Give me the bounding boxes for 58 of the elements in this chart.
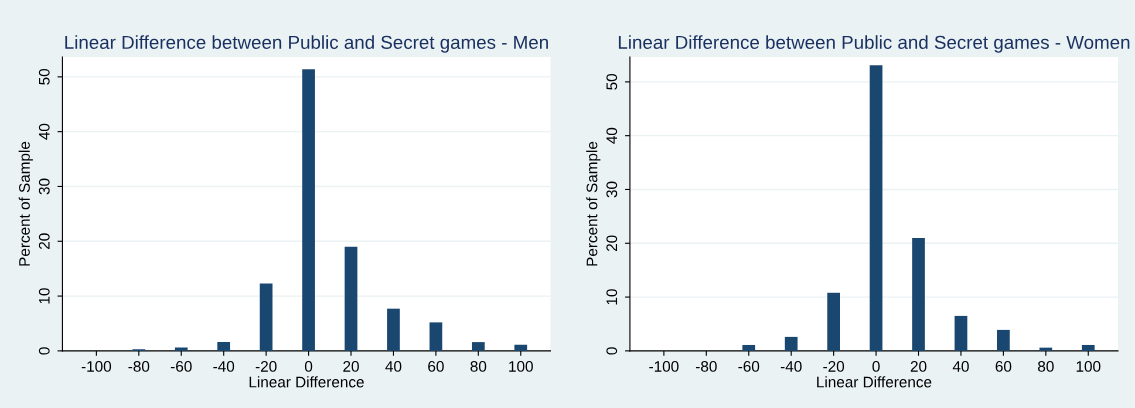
y-tick-label: 30	[38, 178, 50, 195]
bar	[471, 342, 485, 351]
x-tick-label: 80	[470, 361, 487, 372]
x-tick-label: 20	[910, 361, 927, 372]
y-tick-label: 10	[606, 289, 618, 305]
bar	[1039, 347, 1053, 351]
x-tick-label: 80	[1038, 361, 1054, 372]
y-axis-title: Percent of Sample	[18, 141, 33, 266]
x-tick-label: -100	[81, 361, 112, 372]
y-tick-label: 10	[38, 288, 50, 304]
x-axis-title: Linear Difference	[249, 376, 364, 388]
bar	[742, 344, 756, 351]
y-tick-label: 50	[38, 68, 50, 85]
x-tick-label: 0	[304, 361, 313, 372]
chart-title: Linear Difference between Public and Secret games - Women	[618, 35, 1130, 53]
x-tick-label: -40	[780, 361, 802, 372]
bar	[1081, 344, 1095, 351]
x-tick-label: 100	[509, 361, 533, 372]
bar	[827, 292, 840, 351]
x-tick-label: 40	[385, 361, 402, 372]
bar	[869, 65, 883, 351]
x-tick-label: -20	[255, 361, 277, 372]
y-tick-label: 50	[606, 73, 618, 90]
y-axis-title: Percent of Sample	[586, 141, 601, 266]
x-tick-label: 0	[872, 361, 880, 372]
x-axis-title: Linear Difference	[817, 376, 932, 388]
bar	[429, 322, 443, 351]
x-tick-label: 20	[343, 361, 359, 372]
y-tick-label: 40	[38, 123, 50, 140]
y-tick-label: 30	[606, 181, 618, 198]
bar	[514, 344, 528, 351]
bar	[217, 342, 231, 351]
y-tick-label: 0	[38, 347, 50, 355]
x-tick-label: 40	[952, 361, 969, 372]
y-tick-label: 20	[606, 235, 618, 251]
x-tick-label: -40	[213, 361, 235, 372]
bar	[997, 329, 1010, 351]
bar	[302, 69, 315, 351]
x-tick-label: -20	[823, 361, 845, 372]
bar	[259, 283, 273, 351]
x-tick-label: 60	[995, 361, 1012, 372]
y-tick-label: 40	[606, 127, 618, 144]
y-tick-label: 20	[38, 233, 50, 249]
bar	[954, 315, 968, 351]
chart-title: Linear Difference between Public and Secret games - Men	[65, 35, 548, 53]
bar	[344, 246, 358, 351]
x-tick-label: -60	[170, 361, 192, 372]
bar	[174, 347, 188, 351]
x-tick-label: -100	[649, 361, 679, 372]
x-tick-label: 60	[428, 361, 444, 372]
x-tick-label: 100	[1076, 361, 1101, 372]
y-tick-label: 0	[606, 347, 618, 355]
bar	[387, 308, 400, 351]
bar	[912, 237, 925, 351]
x-tick-label: -80	[695, 361, 717, 372]
x-tick-label: -80	[128, 361, 150, 372]
bar	[784, 336, 798, 351]
x-tick-label: -60	[738, 361, 760, 372]
